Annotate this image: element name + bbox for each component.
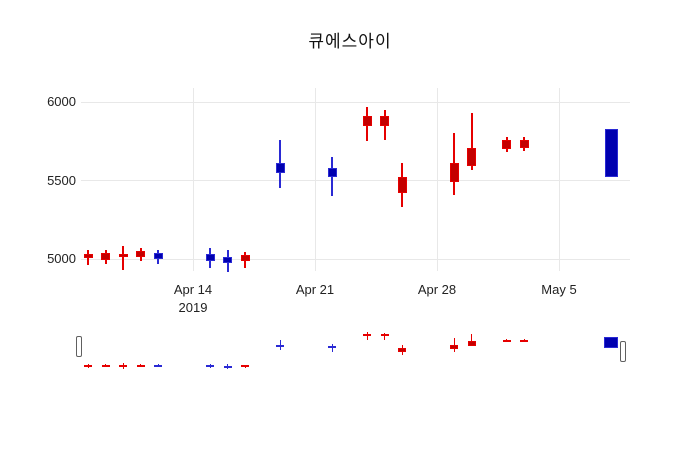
mini-candle-body <box>502 339 511 342</box>
y-gridline <box>81 101 630 103</box>
mini-candle-body <box>136 364 145 367</box>
candle-body[interactable] <box>275 163 285 173</box>
candle-body[interactable] <box>362 116 372 126</box>
mini-candle-body <box>450 344 459 350</box>
candle-body[interactable] <box>83 254 93 259</box>
mini-candle-body <box>520 339 529 342</box>
candle-body[interactable] <box>502 139 512 150</box>
candle-wick[interactable] <box>122 246 125 270</box>
mini-candle-body <box>467 341 476 346</box>
candle-wick[interactable] <box>470 112 473 170</box>
mini-candle-body <box>241 365 250 368</box>
mini-candle-body <box>276 344 285 347</box>
candle-body[interactable] <box>327 167 337 178</box>
x-tick-label: Apr 14 <box>173 282 213 297</box>
mini-candle-body <box>223 365 232 368</box>
x-tick-label: May 5 <box>541 282 577 297</box>
mini-candle-wick <box>471 333 473 347</box>
candle-body[interactable] <box>467 147 477 167</box>
candle-body[interactable] <box>153 252 163 259</box>
x-tick-sublabel: 2019 <box>178 300 208 315</box>
x-gridline <box>192 88 194 271</box>
candle-body[interactable] <box>223 256 233 263</box>
x-gridline <box>558 88 560 271</box>
candle-body[interactable] <box>449 163 459 183</box>
candle-body[interactable] <box>118 254 128 258</box>
x-gridline <box>436 88 438 271</box>
mini-candle-body <box>363 334 372 337</box>
mini-candle-body <box>328 345 337 349</box>
candle-body[interactable] <box>397 177 407 194</box>
candle-body[interactable] <box>136 251 146 258</box>
y-gridline <box>81 180 630 181</box>
candle-body[interactable] <box>101 252 111 260</box>
x-gridline <box>314 88 316 271</box>
candle-body[interactable] <box>380 116 390 126</box>
rangeslider-right-handle[interactable] <box>620 341 626 362</box>
candle-body[interactable] <box>240 255 250 262</box>
mini-candle-body <box>206 365 215 368</box>
x-tick-label: Apr 21 <box>295 282 335 297</box>
rangeslider-left-handle[interactable] <box>76 336 82 357</box>
y-tick-label: 5500 <box>47 172 76 188</box>
candle-body[interactable] <box>604 128 618 178</box>
x-tick-label: Apr 28 <box>417 282 457 297</box>
mini-candle-body <box>101 364 110 367</box>
candle-body[interactable] <box>205 254 215 262</box>
mini-candle-body <box>84 365 93 368</box>
mini-candle-body <box>154 364 163 367</box>
mini-candle-body <box>119 365 128 368</box>
y-tick-label: 5000 <box>47 251 76 266</box>
mini-candle-body <box>604 337 619 349</box>
y-gridline <box>81 258 630 260</box>
chart-title: 큐에스아이 <box>308 32 392 51</box>
mini-candle-body <box>398 348 407 352</box>
candle-body[interactable] <box>519 139 529 148</box>
mini-candle-body <box>380 334 389 337</box>
y-tick-label: 6000 <box>47 94 76 109</box>
